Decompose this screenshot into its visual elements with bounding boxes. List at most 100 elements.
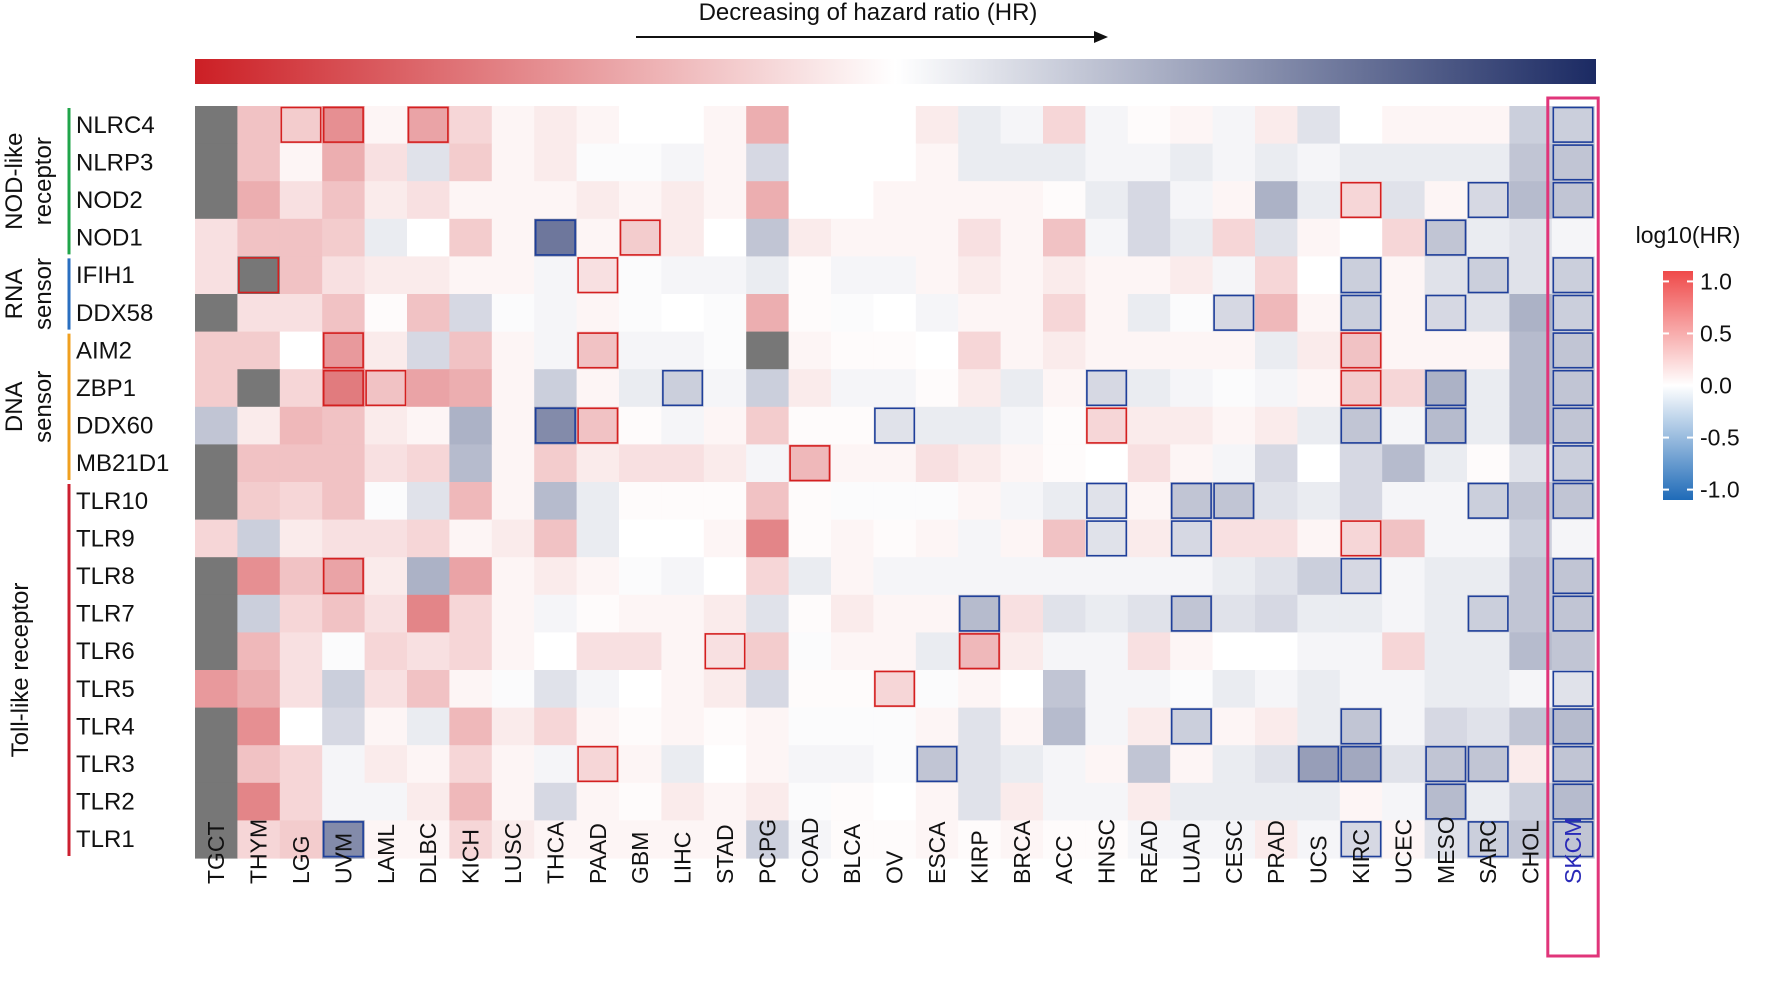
heatmap-cell-tlr10-sarc: [1467, 482, 1510, 521]
heatmap-cell-tlr7-lihc: [661, 594, 705, 633]
heatmap-cell-tlr1-skcm: [1551, 820, 1595, 859]
heatmap-cell-mb21d1-ucs: [1297, 444, 1341, 483]
heatmap-cell-ddx58-ucs: [1297, 294, 1341, 333]
significance-box-tlr5-skcm: [1552, 670, 1594, 707]
heatmap-cell-tlr4-ucs: [1297, 707, 1341, 746]
heatmap-cell-nlrc4-laml: [364, 106, 408, 145]
heatmap-cell-zbp1-lihc: [661, 369, 705, 408]
heatmap-cell-nlrc4-cesc: [1212, 106, 1256, 145]
heatmap-cell-zbp1-gbm: [619, 369, 662, 408]
heatmap-cell-tlr10-pcpg: [746, 482, 790, 521]
significance-box-zbp1-hnsc: [1086, 369, 1128, 407]
heatmap-cell-tlr10-stad: [703, 482, 747, 521]
significance-box-aim2-skcm: [1552, 332, 1594, 369]
heatmap-cell-nod1-cesc: [1212, 218, 1256, 257]
heatmap-cell-aim2-coad: [788, 331, 832, 370]
heatmap-cell-nod2-kich: [449, 181, 493, 220]
significance-box-zbp1-kirc: [1340, 369, 1382, 407]
heatmap-cell-tlr3-uvm: [322, 745, 366, 784]
heatmap-cell-nlrp3-pcpg: [746, 143, 790, 182]
heatmap-cell-tlr6-paad: [576, 632, 620, 671]
heatmap-cell-nod1-kirp: [958, 218, 1002, 257]
heatmap-cell-tlr5-blca: [831, 670, 874, 709]
heatmap-cell-nlrp3-hnsc: [1085, 143, 1129, 182]
heatmap-cell-ddx60-ucec: [1382, 406, 1426, 445]
heatmap-cell-tlr8-paad: [576, 557, 620, 596]
heatmap-cell-tlr3-paad: [576, 745, 620, 784]
heatmap-cell-nod1-esca: [915, 218, 959, 257]
heatmap-cell-tlr1-tgct: [195, 820, 238, 859]
heatmap-cell-tlr2-sarc: [1467, 782, 1510, 821]
significance-box-ifih1-sarc: [1467, 257, 1509, 294]
column-label-cesc: CESC: [1221, 820, 1247, 884]
heatmap-cell-zbp1-skcm: [1551, 369, 1595, 408]
heatmap-cell-aim2-prad: [1255, 331, 1298, 370]
row-label-nlrp3: NLRP3: [76, 149, 153, 176]
heatmap-cell-tlr9-blca: [831, 519, 874, 558]
heatmap-cell-tlr9-kirc: [1339, 519, 1383, 558]
heatmap-cell-nlrc4-brca: [1000, 106, 1044, 145]
heatmap-cell-nod2-stad: [703, 181, 747, 220]
heatmap-cell-mb21d1-ov: [873, 444, 917, 483]
heatmap-cell-tlr7-brca: [1000, 594, 1044, 633]
significance-box-ifih1-kirc: [1340, 257, 1382, 294]
heatmap-cell-tlr7-gbm: [619, 594, 662, 633]
heatmap-cell-nlrc4-read: [1127, 106, 1171, 145]
heatmap-cell-tlr5-acc: [1043, 670, 1086, 709]
heatmap-cell-ddx58-coad: [788, 294, 832, 333]
heatmap-cell-tlr1-lihc: [661, 820, 705, 859]
significance-box-tlr10-cesc: [1213, 482, 1255, 519]
legend-tick-label-0: 1.0: [1700, 268, 1732, 294]
heatmap-cell-nod1-kirc: [1339, 218, 1383, 257]
heatmap-cell-ddx60-paad: [576, 406, 620, 445]
heatmap-cell-nlrc4-ov: [873, 106, 917, 145]
heatmap-cell-tlr6-gbm: [619, 632, 662, 671]
heatmap-cell-tlr4-uvm: [322, 707, 366, 746]
heatmap-cell-tlr10-gbm: [619, 482, 662, 521]
heatmap-cell-ddx58-thca: [534, 294, 578, 333]
heatmap-cell-nod1-prad: [1255, 218, 1298, 257]
heatmap-cell-tlr1-hnsc: [1085, 820, 1129, 859]
heatmap-cell-ddx60-read: [1127, 406, 1171, 445]
heatmap-cell-tlr1-read: [1127, 820, 1171, 859]
significance-box-tlr10-luad: [1170, 482, 1212, 519]
heatmap-cell-tlr7-ucec: [1382, 594, 1426, 633]
row-label-mb21d1: MB21D1: [76, 450, 169, 477]
heatmap-cell-nlrp3-brca: [1000, 143, 1044, 182]
heatmap-cell-tlr4-tgct: [195, 707, 238, 746]
heatmap-cell-nlrc4-blca: [831, 106, 874, 145]
heatmap-cell-tlr1-esca: [915, 820, 959, 859]
heatmap-cell-zbp1-chol: [1509, 369, 1553, 408]
heatmap-cell-nod2-brca: [1000, 181, 1044, 220]
heatmap-cell-nod2-chol: [1509, 181, 1553, 220]
heatmap-cell-ddx60-coad: [788, 406, 832, 445]
significance-box-tlr3-paad: [577, 745, 619, 783]
heatmap-cell-tlr5-coad: [788, 670, 832, 709]
column-label-blca: BLCA: [839, 823, 865, 884]
heatmap-cell-tlr6-laml: [364, 632, 408, 671]
heatmap-cell-nlrp3-skcm: [1551, 143, 1595, 182]
heatmap-cell-tlr1-paad: [576, 820, 620, 859]
heatmap-cell-ifih1-prad: [1255, 256, 1298, 295]
heatmap-cell-tlr9-thca: [534, 519, 578, 558]
heatmap-cell-tlr1-thym: [237, 820, 281, 859]
heatmap-cell-tlr1-gbm: [619, 820, 662, 859]
heatmap-cell-tlr1-pcpg: [746, 820, 790, 859]
heatmap-cell-mb21d1-luad: [1170, 444, 1214, 483]
heatmap-cell-tlr4-luad: [1170, 707, 1214, 746]
heatmap-cell-tlr4-dlbc: [407, 707, 450, 746]
heatmap-cell-mb21d1-kich: [449, 444, 493, 483]
heatmap-cell-nlrp3-acc: [1043, 143, 1086, 182]
heatmap-cell-tlr8-brca: [1000, 557, 1044, 596]
heatmap-cell-nod1-lihc: [661, 218, 705, 257]
heatmap-cell-nlrc4-lihc: [661, 106, 705, 145]
heatmap-cell-nlrp3-cesc: [1212, 143, 1256, 182]
heatmap-cell-tlr5-tgct: [195, 670, 238, 709]
column-label-ucec: UCEC: [1390, 819, 1416, 884]
heatmap-cell-tlr2-lusc: [491, 782, 535, 821]
heatmap-cell-ddx58-blca: [831, 294, 874, 333]
heatmap-cell-nod1-acc: [1043, 218, 1086, 257]
heatmap-cell-mb21d1-ucec: [1382, 444, 1426, 483]
column-label-esca: ESCA: [924, 821, 950, 884]
